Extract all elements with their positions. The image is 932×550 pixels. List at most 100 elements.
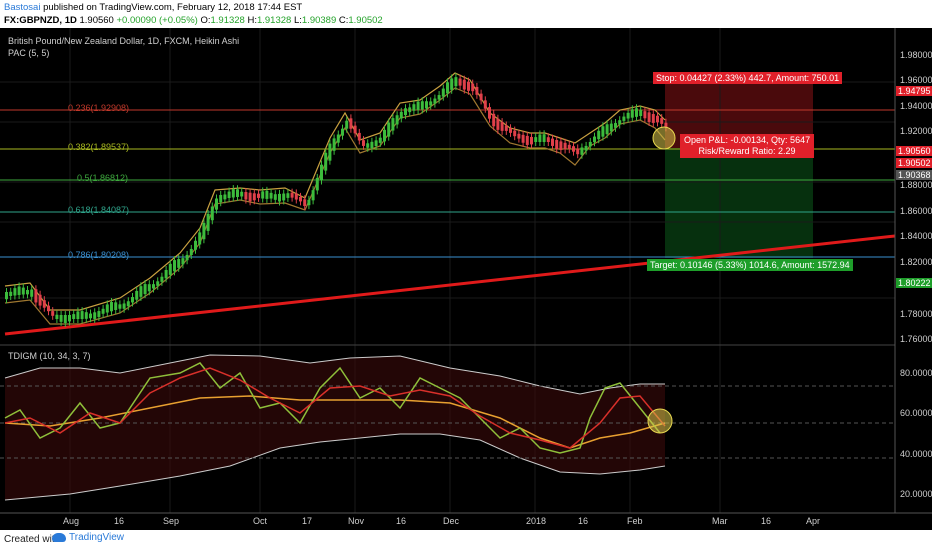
chart-canvas[interactable] xyxy=(0,28,932,530)
candle-body xyxy=(336,134,340,143)
stop-label[interactable]: Stop: 0.04427 (2.33%) 442.7, Amount: 750… xyxy=(653,72,843,84)
ohlc-line: FX:GBPNZD, 1D 1.90560 +0.00090 (+0.05%) … xyxy=(4,15,383,28)
candle-body xyxy=(324,152,328,171)
candle-body xyxy=(223,194,227,200)
candle-body xyxy=(433,98,437,104)
fib-label-05: 0.5(1.86812) xyxy=(77,173,129,183)
candle-body xyxy=(391,118,395,131)
candle-body xyxy=(101,308,105,314)
pac-indicator-label[interactable]: PAC (5, 5) xyxy=(8,48,50,58)
candle-body xyxy=(177,258,181,268)
candle-body xyxy=(605,124,609,135)
candle-body xyxy=(349,118,353,129)
candle-body xyxy=(551,138,554,146)
candle-body xyxy=(76,311,80,319)
candle-body xyxy=(164,269,168,279)
candle-body xyxy=(198,232,202,245)
candle-body xyxy=(143,284,147,295)
candle-body xyxy=(126,301,130,307)
price-tick: 1.82000 xyxy=(900,257,932,267)
candle-body xyxy=(593,136,596,143)
candle-body xyxy=(479,93,483,101)
candle-body xyxy=(357,132,361,141)
candle-body xyxy=(231,189,235,198)
candle-body xyxy=(118,304,122,309)
candle-body xyxy=(614,123,617,128)
time-tick: Mar xyxy=(712,516,728,526)
tdigm-upper xyxy=(4,354,665,395)
candle-body xyxy=(34,289,38,303)
candle-body xyxy=(408,107,412,113)
osc-tick: 80.0000 xyxy=(900,368,932,378)
trendline[interactable] xyxy=(4,234,896,336)
close-label: C: xyxy=(338,15,349,26)
candle-body xyxy=(630,109,634,118)
close-value: 1.90502 xyxy=(348,15,383,26)
candle-body xyxy=(395,115,399,125)
candle-body xyxy=(68,315,71,322)
candle-body xyxy=(467,81,470,91)
candle-body xyxy=(135,290,139,300)
candle-body xyxy=(303,199,307,207)
candle-body xyxy=(105,304,109,313)
candle-body xyxy=(517,133,521,139)
target-label[interactable]: Target: 0.10146 (5.33%) 1014.6, Amount: … xyxy=(647,259,853,271)
fib-label-0618: 0.618(1.84087) xyxy=(68,205,130,215)
candle-body xyxy=(63,315,67,323)
pac-upper xyxy=(4,72,666,311)
candle-body xyxy=(378,137,382,143)
price-tick: 1.78000 xyxy=(900,309,932,319)
tradingview-logo[interactable]: TradingView xyxy=(52,532,124,543)
candle-body xyxy=(202,222,206,240)
candle-body xyxy=(370,141,374,149)
candle-body xyxy=(215,198,218,210)
candle-body xyxy=(530,136,533,145)
candle-body xyxy=(55,314,59,319)
candle-body xyxy=(21,287,25,295)
author-link[interactable]: Bastosai xyxy=(4,2,41,13)
tdigm-band xyxy=(5,355,665,500)
candle-body xyxy=(496,118,500,130)
time-tick: 16 xyxy=(114,516,125,526)
candle-body xyxy=(122,303,126,309)
candle-body xyxy=(5,292,8,300)
candle-body xyxy=(236,189,239,197)
candle-body xyxy=(160,276,164,282)
candle-body xyxy=(416,101,420,111)
candle-body xyxy=(454,77,458,87)
candle-body xyxy=(383,129,386,142)
candle-body xyxy=(252,193,256,201)
candle-body xyxy=(261,191,265,199)
candle-body xyxy=(278,193,281,202)
candle-body xyxy=(110,302,113,312)
candle-body xyxy=(462,79,466,90)
candle-body xyxy=(660,118,664,124)
candle-body xyxy=(404,108,407,116)
time-tick: 16 xyxy=(761,516,772,526)
price-tag-current: 1.90368 xyxy=(896,170,932,180)
candle-body xyxy=(328,143,332,161)
time-tick: 16 xyxy=(578,516,589,526)
chart-area[interactable]: British Pound/New Zealand Dollar, 1D, FX… xyxy=(0,28,932,530)
tdigm-indicator-label[interactable]: TDIGM (10, 34, 3, 7) xyxy=(8,351,91,361)
time-tick: 17 xyxy=(302,516,313,526)
candle-body xyxy=(626,112,630,119)
candle-body xyxy=(168,263,172,275)
candle-body xyxy=(534,137,538,142)
candle-body xyxy=(399,111,403,119)
candle-body xyxy=(513,130,517,137)
candle-body xyxy=(576,148,580,155)
price-tick: 1.94000 xyxy=(900,101,932,111)
time-tick: 16 xyxy=(396,516,407,526)
candle-body xyxy=(206,213,210,231)
open-pnl-box[interactable]: Open P&L: -0.00134, Qty: 5647 Risk/Rewar… xyxy=(680,134,815,158)
candle-body xyxy=(173,260,176,272)
last-price: 1.90560 xyxy=(79,15,114,26)
candle-body xyxy=(488,107,491,119)
created-with-label: Created with xyxy=(4,534,61,545)
price-tag-last: 1.90560 xyxy=(896,146,932,156)
candle-body xyxy=(584,145,588,151)
chart-title: British Pound/New Zealand Dollar, 1D, FX… xyxy=(8,36,240,46)
publish-line: Bastosai published on TradingView.com, F… xyxy=(4,2,302,14)
candle-body xyxy=(240,191,244,197)
